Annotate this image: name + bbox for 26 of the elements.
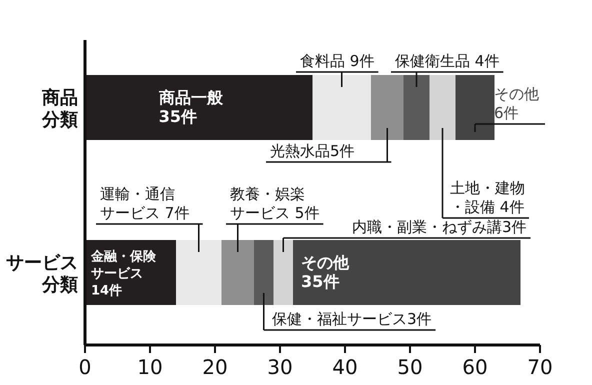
x-tick-label: 10 [137,355,163,379]
text: 食料品 9件 [300,52,374,70]
y-tick-label: サービス分類 [6,252,78,296]
series-label: 金融・保険サービス [90,250,157,282]
x-tick-label: 30 [267,355,293,379]
x-tick-label: 40 [332,355,358,379]
data-label: 14件 [91,284,122,298]
x-tick-label: 20 [202,355,228,379]
text: 保健衛生品 4件 [395,52,500,70]
text: 教養・娯楽サービス 5件 [230,185,320,222]
x-tick-label: 50 [397,355,423,379]
text: 内職・副業・ねずみ講3件 [352,218,527,236]
data-label: 35件 [158,107,198,126]
text: 土地・建物・設備 4件 [450,179,525,216]
text: 保健・福祉サービス3件 [272,310,432,328]
series-label: その他 [301,253,350,272]
x-tick-label: 70 [527,355,553,379]
text: 運輸・通信サービス 7件 [100,185,190,222]
x-tick-label: 60 [462,355,488,379]
series-label: その他 [494,85,539,103]
y-tick-label: 商品分類 [41,88,78,130]
series-label: 商品一般 [158,88,224,107]
data-label: 6件 [494,104,519,122]
x-tick-label: 0 [78,355,92,379]
data-label: 35件 [301,272,340,291]
text: 光熱水品5件 [270,142,355,160]
